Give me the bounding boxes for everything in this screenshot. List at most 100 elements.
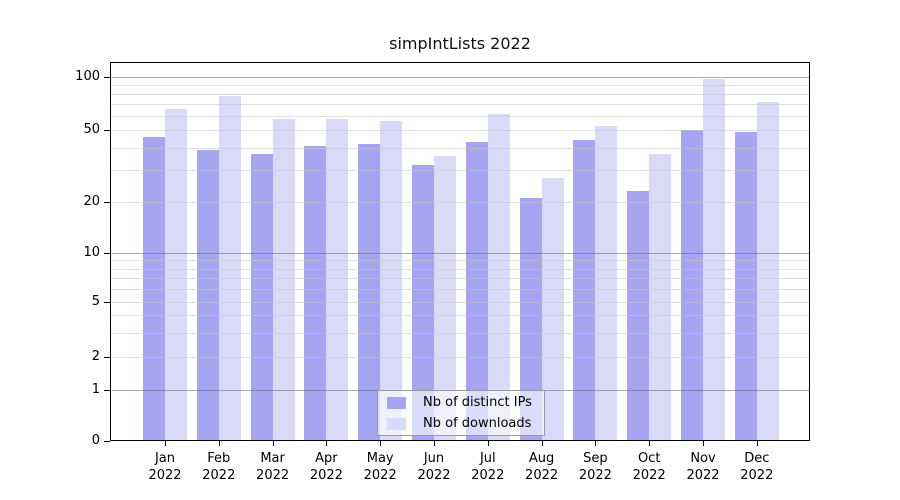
bar-downloads-jan bbox=[165, 108, 187, 441]
x-label-apr: Apr bbox=[315, 451, 338, 466]
bar-downloads-apr bbox=[326, 118, 349, 441]
y-label-50: 50 bbox=[83, 122, 100, 137]
x-label-year-apr: 2022 bbox=[309, 468, 343, 483]
legend: Nb of distinct IPs Nb of downloads bbox=[377, 390, 545, 436]
y-tick-20 bbox=[104, 202, 110, 203]
x-label-mar: Mar bbox=[260, 451, 285, 466]
y-label-100: 100 bbox=[75, 69, 100, 84]
x-label-year-mar: 2022 bbox=[256, 468, 290, 483]
x-label-jan: Jan bbox=[154, 451, 176, 466]
y-tick-5 bbox=[104, 302, 110, 303]
gridline-60 bbox=[110, 116, 810, 118]
bar-downloads-oct bbox=[649, 153, 672, 441]
x-label-year-jul: 2022 bbox=[471, 468, 505, 483]
x-tick-apr bbox=[326, 441, 328, 446]
x-tick-dec bbox=[756, 441, 758, 446]
x-tick-mar bbox=[272, 441, 274, 446]
bar-distinct-ips-jan bbox=[143, 136, 165, 441]
legend-label-downloads: Nb of downloads bbox=[423, 416, 532, 431]
bar-downloads-feb bbox=[218, 95, 241, 441]
x-label-year-jun: 2022 bbox=[417, 468, 451, 483]
gridline-70 bbox=[110, 104, 810, 106]
legend-item-distinct-ips: Nb of distinct IPs bbox=[378, 393, 544, 412]
gridline-90 bbox=[110, 85, 810, 87]
bar-distinct-ips-nov bbox=[681, 130, 703, 441]
bar-distinct-ips-jun bbox=[412, 165, 434, 441]
y-tick-100 bbox=[104, 77, 110, 78]
bar-distinct-ips-aug bbox=[519, 198, 542, 441]
plot-area bbox=[110, 62, 810, 441]
bar-downloads-nov bbox=[703, 78, 725, 441]
y-label-20: 20 bbox=[83, 194, 100, 209]
x-label-feb: Feb bbox=[207, 451, 231, 466]
legend-item-downloads: Nb of downloads bbox=[378, 414, 544, 433]
x-tick-jun bbox=[434, 441, 435, 446]
x-tick-oct bbox=[649, 441, 651, 446]
gridline-6 bbox=[110, 289, 810, 291]
x-label-sep: Sep bbox=[583, 451, 608, 466]
gridline-7 bbox=[110, 278, 810, 280]
x-label-jul: Jul bbox=[479, 451, 496, 466]
x-label-year-oct: 2022 bbox=[632, 468, 666, 483]
gridline-2 bbox=[110, 357, 810, 358]
bar-downloads-may bbox=[380, 121, 403, 441]
x-label-nov: Nov bbox=[690, 451, 716, 466]
bar-distinct-ips-jul bbox=[465, 141, 488, 441]
y-label-1: 1 bbox=[91, 382, 100, 397]
legend-swatch-downloads bbox=[387, 417, 406, 430]
legend-swatch-distinct-ips bbox=[387, 396, 406, 409]
y-label-0: 0 bbox=[91, 433, 100, 448]
y-tick-50 bbox=[104, 130, 110, 131]
y-label-10: 10 bbox=[83, 245, 100, 260]
x-tick-feb bbox=[218, 441, 220, 446]
y-tick-10 bbox=[104, 253, 110, 254]
x-label-year-aug: 2022 bbox=[525, 468, 559, 483]
gridline-5 bbox=[110, 302, 810, 303]
bar-distinct-ips-feb bbox=[196, 149, 219, 441]
bar-downloads-aug bbox=[541, 178, 564, 441]
x-label-aug: Aug bbox=[528, 451, 555, 466]
x-label-year-feb: 2022 bbox=[202, 468, 236, 483]
bar-distinct-ips-sep bbox=[573, 140, 596, 441]
x-label-year-dec: 2022 bbox=[740, 468, 774, 483]
bar-downloads-sep bbox=[595, 125, 618, 441]
x-label-dec: Dec bbox=[744, 451, 770, 466]
bar-distinct-ips-dec bbox=[734, 131, 757, 441]
bar-distinct-ips-mar bbox=[250, 153, 273, 441]
chart-title: simpIntLists 2022 bbox=[389, 34, 531, 53]
x-tick-jan bbox=[165, 441, 166, 446]
gridline-3 bbox=[110, 332, 810, 334]
x-label-may: May bbox=[366, 451, 394, 466]
bar-distinct-ips-apr bbox=[304, 145, 327, 441]
gridline-9 bbox=[110, 260, 810, 262]
gridline-10 bbox=[110, 253, 810, 254]
x-label-year-jan: 2022 bbox=[148, 468, 182, 483]
x-tick-sep bbox=[595, 441, 597, 446]
x-tick-jul bbox=[487, 441, 489, 446]
gridline-80 bbox=[110, 94, 810, 96]
gridline-20 bbox=[110, 202, 810, 203]
gridline-50 bbox=[110, 130, 810, 131]
gridline-8 bbox=[110, 268, 810, 270]
bar-downloads-mar bbox=[272, 118, 295, 441]
y-tick-1 bbox=[104, 390, 110, 391]
bar-downloads-jul bbox=[487, 113, 510, 441]
bar-downloads-dec bbox=[756, 102, 779, 441]
bar-downloads-jun bbox=[434, 155, 456, 441]
x-label-year-may: 2022 bbox=[363, 468, 397, 483]
x-tick-aug bbox=[541, 441, 543, 446]
x-label-year-nov: 2022 bbox=[686, 468, 720, 483]
x-tick-nov bbox=[703, 441, 704, 446]
y-tick-0 bbox=[104, 441, 110, 442]
x-label-year-sep: 2022 bbox=[578, 468, 612, 483]
gridline-100 bbox=[110, 77, 810, 78]
legend-label-distinct-ips: Nb of distinct IPs bbox=[423, 395, 532, 410]
bar-distinct-ips-may bbox=[358, 143, 381, 441]
x-label-jun: Jun bbox=[423, 451, 445, 466]
gridline-30 bbox=[110, 170, 810, 172]
y-label-5: 5 bbox=[91, 294, 100, 309]
gridline-4 bbox=[110, 315, 810, 317]
x-tick-may bbox=[380, 441, 382, 446]
x-label-oct: Oct bbox=[637, 451, 661, 466]
